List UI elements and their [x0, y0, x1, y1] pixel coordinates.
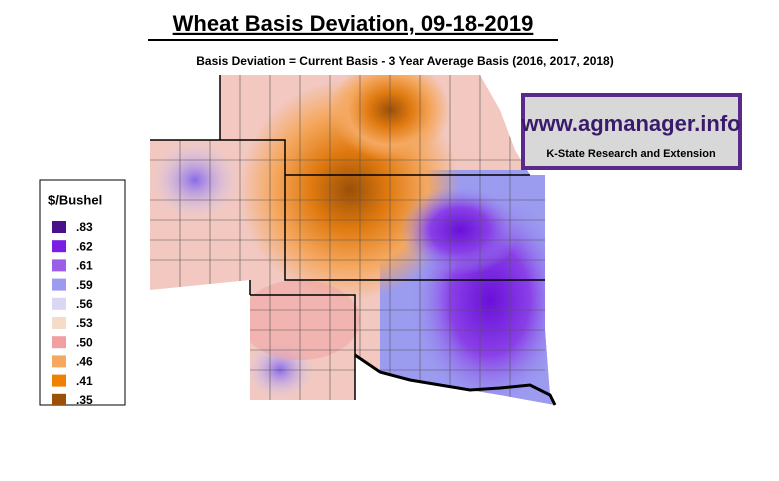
legend-label: .62 [76, 239, 93, 253]
legend-swatch [52, 259, 66, 272]
county-lines [150, 75, 545, 400]
logo-url: www.agmanager.info [520, 111, 740, 136]
legend-swatch [52, 374, 66, 387]
logo-box [521, 93, 742, 170]
title: Wheat Basis Deviation, 09-18-2019 [173, 11, 534, 36]
legend-label: .35 [76, 393, 93, 407]
legend-label: .83 [76, 220, 93, 234]
legend-swatch [52, 336, 66, 349]
legend-swatch [52, 317, 66, 329]
legend-swatch [52, 297, 66, 310]
logo-org: K-State Research and Extension [546, 148, 716, 160]
legend-items: .83 .62 .61 .59 .56 .53 .50 .46 .41 .35 [52, 220, 93, 407]
legend-swatch [52, 221, 66, 233]
legend-label: .59 [76, 278, 93, 292]
legend-swatch [52, 355, 66, 368]
legend-label: .53 [76, 316, 93, 330]
legend-label: .41 [76, 374, 93, 388]
subtitle: Basis Deviation = Current Basis - 3 Year… [196, 54, 613, 68]
legend-label: .50 [76, 335, 93, 349]
legend-title: $/Bushel [48, 192, 102, 207]
legend-swatch [52, 240, 66, 253]
legend-box [39, 179, 126, 406]
legend-swatch [52, 278, 66, 291]
legend-label: .61 [76, 259, 93, 273]
legend-label: .46 [76, 355, 93, 369]
legend-label: .56 [76, 297, 93, 311]
state-borders [150, 75, 557, 406]
legend-swatch [52, 393, 66, 406]
